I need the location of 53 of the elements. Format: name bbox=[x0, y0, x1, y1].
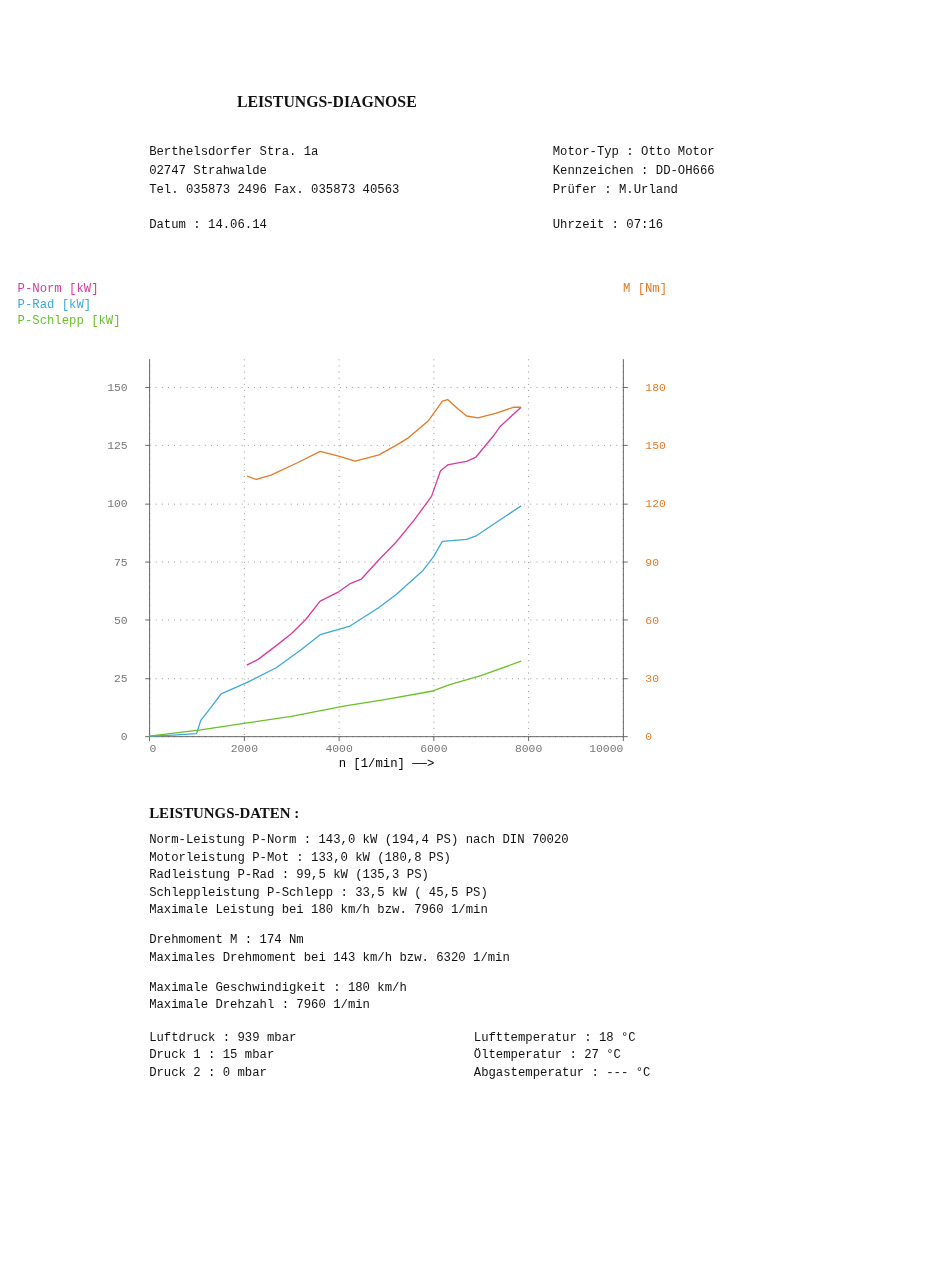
text: 02747 Strahwalde bbox=[149, 163, 267, 178]
y2-tick-label: 0 bbox=[645, 731, 653, 744]
text: Druck 1 : 15 mbar bbox=[149, 1048, 275, 1063]
text: Luftdruck : 939 mbar bbox=[149, 1030, 297, 1045]
text: LEISTUNGS-DATEN : bbox=[149, 804, 300, 821]
text: Maximale Geschwindigkeit : 180 km/h bbox=[149, 980, 407, 995]
text: P-Rad [kW] bbox=[17, 298, 92, 313]
text: Motorleistung P-Mot : 133,0 kW (180,8 PS) bbox=[149, 850, 451, 865]
x-tick-label: 0 bbox=[149, 742, 157, 755]
y2-tick-label: 90 bbox=[645, 556, 660, 569]
line-series bbox=[246, 406, 522, 666]
y2-tick-label: 150 bbox=[645, 440, 666, 453]
y-tick-label: 75 bbox=[113, 556, 128, 569]
line-series bbox=[148, 660, 522, 737]
line-series bbox=[246, 398, 522, 481]
y-tick-label: 150 bbox=[107, 381, 128, 394]
text: M [Nm] bbox=[622, 282, 668, 297]
y2-tick-label: 30 bbox=[645, 672, 660, 685]
text: Drehmoment M : 174 Nm bbox=[149, 933, 304, 948]
x-tick-label: 4000 bbox=[325, 742, 353, 755]
x-tick-label: 2000 bbox=[230, 742, 259, 755]
text: P-Norm [kW] bbox=[17, 282, 99, 297]
text: Radleistung P-Rad : 99,5 kW (135,3 PS) bbox=[149, 868, 429, 883]
text: Schleppleistung P-Schlepp : 33,5 kW ( 45,5 PS) bbox=[149, 885, 488, 900]
text: Berthelsdorfer Stra. 1a bbox=[149, 144, 319, 159]
text: Motor-Typ : Otto Motor bbox=[552, 144, 715, 159]
text: Öltemperatur : 27 °C bbox=[473, 1048, 621, 1063]
y-tick-label: 50 bbox=[113, 614, 128, 627]
y-tick-label: 25 bbox=[113, 672, 128, 685]
text: Maximale Leistung bei 180 km/h bzw. 7960 1/min bbox=[149, 903, 488, 918]
text: Maximale Drehzahl : 7960 1/min bbox=[149, 998, 370, 1013]
text: Abgastemperatur : --- °C bbox=[473, 1065, 651, 1080]
text: Tel. 035873 2496 Fax. 035873 40563 bbox=[149, 183, 400, 198]
y2-tick-label: 60 bbox=[645, 614, 660, 627]
text: Lufttemperatur : 18 °C bbox=[473, 1030, 636, 1045]
x-tick-label: 10000 bbox=[589, 742, 624, 755]
x-tick-label: 8000 bbox=[514, 742, 543, 755]
text: Maximales Drehmoment bei 143 km/h bzw. 6320 1/min bbox=[149, 950, 510, 965]
y2-tick-label: 180 bbox=[645, 381, 666, 394]
text: Prüfer : M.Urland bbox=[552, 183, 678, 198]
y-tick-label: 125 bbox=[107, 440, 128, 453]
text: Kennzeichen : DD-OH666 bbox=[552, 163, 715, 178]
text: P-Schlepp [kW] bbox=[17, 313, 121, 328]
y-tick-label: 100 bbox=[107, 498, 128, 511]
chart-title: LEISTUNGS-DIAGNOSE bbox=[236, 93, 417, 111]
text: Norm-Leistung P-Norm : 143,0 kW (194,4 PS) nach DIN 70020 bbox=[149, 833, 569, 848]
y2-tick-label: 120 bbox=[645, 498, 666, 511]
text: Uhrzeit : 07:16 bbox=[552, 218, 664, 233]
x-tick-label: 6000 bbox=[420, 742, 448, 755]
text: Druck 2 : 0 mbar bbox=[149, 1065, 267, 1080]
text: Datum : 14.06.14 bbox=[149, 218, 267, 233]
x-axis-title: n [1/min] ——> bbox=[338, 757, 435, 772]
y-tick-label: 0 bbox=[120, 731, 128, 744]
